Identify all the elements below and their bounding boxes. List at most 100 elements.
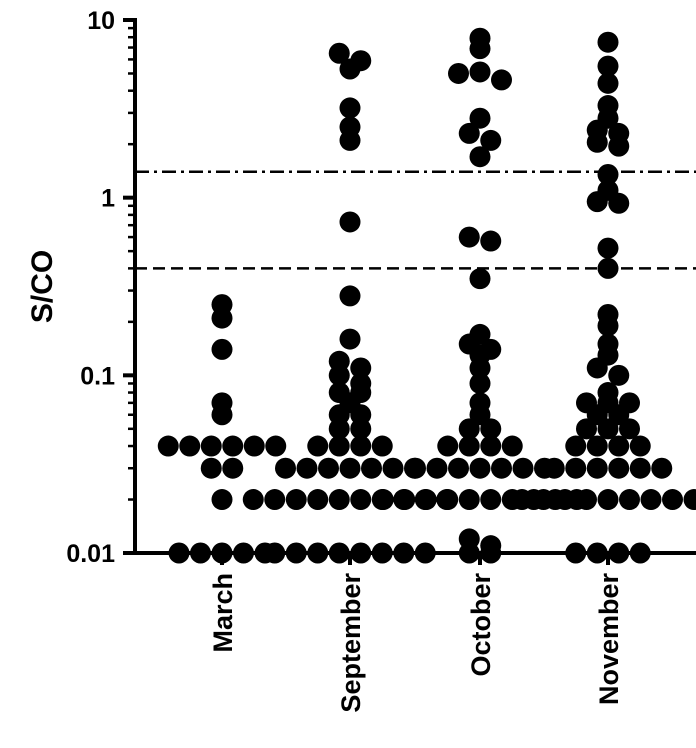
y-tick-label: 0.01 — [66, 540, 115, 568]
data-point-september — [339, 58, 361, 80]
data-point-october — [437, 435, 459, 457]
data-point-september — [350, 357, 372, 379]
data-point-september — [328, 42, 350, 64]
data-point-october — [426, 457, 448, 479]
data-point-october — [437, 489, 459, 511]
y-tick-label: 10 — [87, 7, 115, 35]
data-point-november — [565, 435, 587, 457]
data-point-november — [576, 418, 597, 440]
data-point-september — [242, 489, 264, 511]
x-category-label: September — [336, 573, 366, 713]
data-point-november — [597, 489, 619, 511]
data-point-september — [275, 457, 296, 479]
data-point-november — [597, 31, 619, 53]
data-point-march — [211, 489, 233, 511]
data-point-november — [597, 418, 619, 440]
data-point-november — [586, 435, 608, 457]
data-point-october — [491, 69, 512, 91]
data-point-march — [211, 404, 233, 426]
data-point-october — [448, 62, 469, 84]
data-point-october — [469, 457, 491, 479]
data-point-october — [469, 107, 491, 129]
data-point-november — [597, 164, 619, 186]
axis-labels: 10 1 0.1 0.01 March September October November S… — [26, 7, 624, 713]
data-point-september — [328, 435, 350, 457]
data-point-october — [394, 489, 416, 511]
data-point-november — [511, 489, 533, 511]
data-point-september — [350, 418, 372, 440]
data-point-november — [586, 191, 608, 213]
data-point-november — [619, 418, 640, 440]
data-point-september — [339, 97, 361, 119]
data-point-october — [458, 489, 480, 511]
data-point-november — [597, 72, 619, 94]
data-point-november — [683, 489, 696, 511]
data-point-october — [480, 230, 502, 252]
axes — [123, 18, 696, 565]
data-point-november — [651, 457, 673, 479]
y-tick-label: 1 — [101, 185, 115, 213]
data-point-november — [597, 257, 619, 279]
data-point-october — [480, 418, 502, 440]
x-category-label: March — [208, 573, 238, 653]
data-point-november — [597, 55, 619, 77]
data-point-september — [339, 129, 361, 151]
data-point-october — [480, 129, 502, 151]
data-point-november — [629, 435, 651, 457]
data-point-march — [179, 435, 201, 457]
data-point-september — [264, 489, 286, 511]
data-point-november — [543, 457, 565, 479]
y-axis-title: S/CO — [26, 250, 59, 323]
data-point-september — [296, 457, 318, 479]
data-point-october — [501, 435, 523, 457]
data-point-november — [608, 364, 630, 386]
data-point-september — [328, 364, 350, 386]
data-point-march — [211, 307, 233, 329]
data-point-october — [458, 122, 480, 144]
data-point-november — [608, 435, 630, 457]
x-category-label: November — [594, 573, 624, 706]
data-point-october — [469, 268, 491, 290]
data-point-november — [640, 489, 662, 511]
data-point-november — [662, 489, 683, 511]
data-point-september — [350, 489, 372, 511]
data-point-september — [339, 457, 361, 479]
data-point-october — [469, 38, 491, 60]
data-point-october — [469, 372, 491, 394]
data-point-october — [448, 457, 469, 479]
data-point-september — [307, 435, 329, 457]
data-point-march — [200, 457, 222, 479]
data-point-march — [222, 457, 244, 479]
data-point-october — [415, 489, 437, 511]
data-point-november — [565, 457, 587, 479]
data-point-october — [512, 457, 534, 479]
data-point-november — [619, 489, 640, 511]
data-point-october — [469, 146, 491, 168]
x-category-label: October — [466, 573, 496, 677]
data-point-september — [382, 457, 404, 479]
data-point-september — [350, 435, 372, 457]
data-point-march — [211, 338, 233, 360]
data-point-october — [405, 457, 426, 479]
data-point-march — [265, 435, 287, 457]
data-point-october — [469, 357, 491, 379]
data-point-october — [491, 457, 512, 479]
data-point-october — [458, 418, 480, 440]
data-point-november — [608, 192, 630, 214]
data-point-october — [458, 226, 480, 248]
data-point-october — [458, 435, 480, 457]
y-tick-label: 0.1 — [80, 362, 115, 390]
data-point-november — [608, 135, 630, 157]
data-point-october — [372, 489, 394, 511]
data-point-november — [597, 315, 619, 337]
data-point-september — [328, 489, 350, 511]
data-point-september — [318, 457, 339, 479]
data-point-october — [469, 61, 491, 83]
data-point-september — [328, 418, 350, 440]
data-point-november — [554, 489, 576, 511]
data-point-october — [480, 489, 502, 511]
data-point-november — [586, 131, 608, 153]
data-point-november — [533, 489, 554, 511]
data-point-november — [629, 457, 651, 479]
